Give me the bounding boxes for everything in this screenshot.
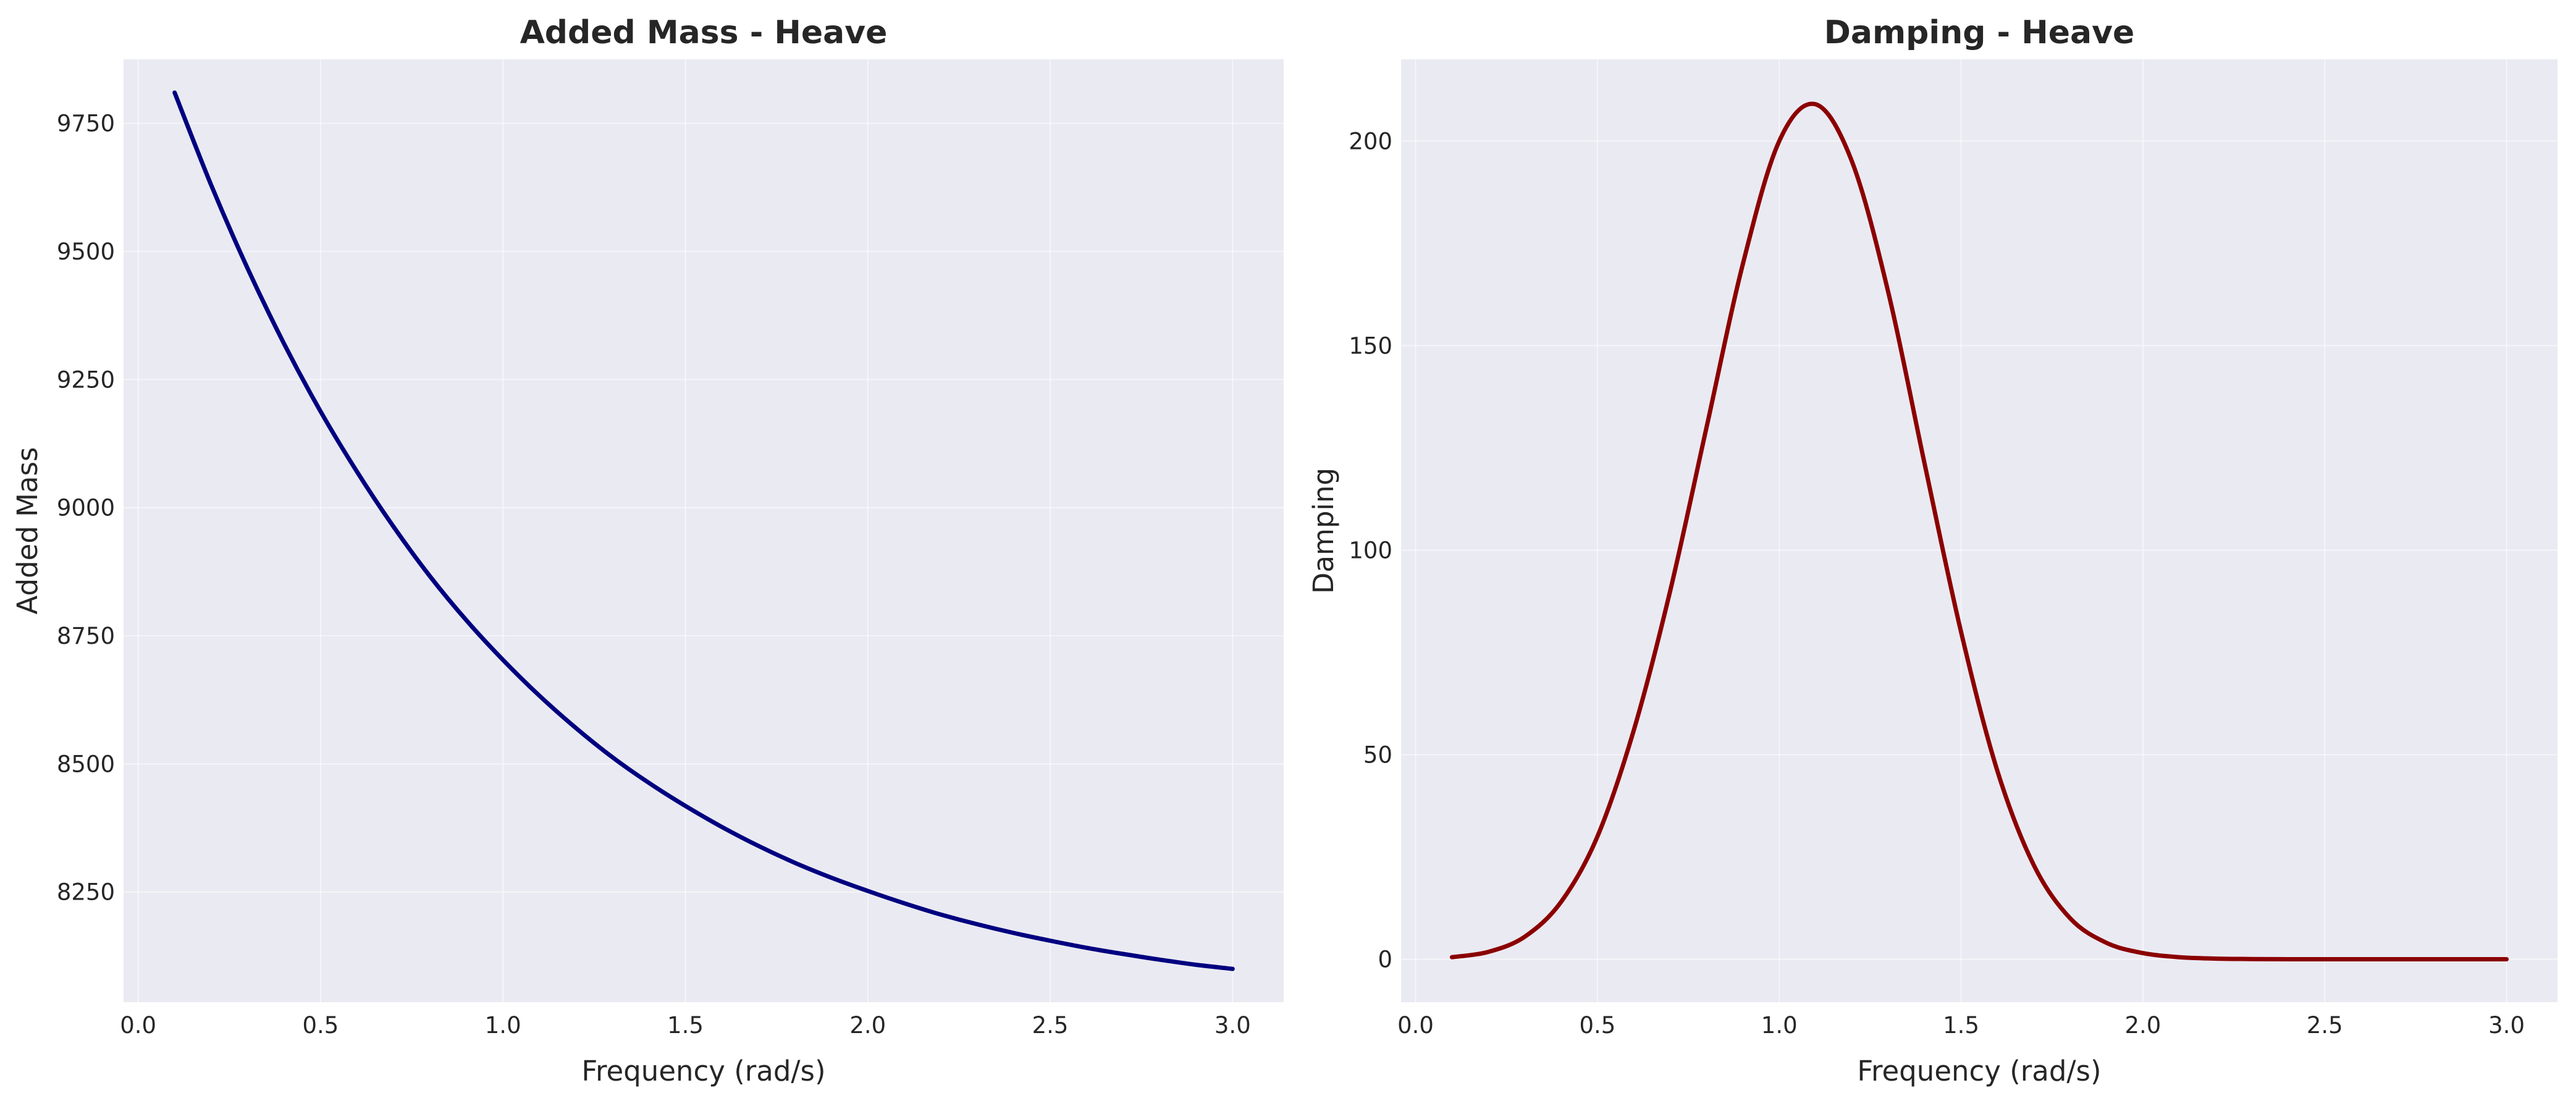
- y-tick-label: 100: [1349, 537, 1392, 563]
- y-tick-label: 9500: [57, 238, 115, 265]
- x-tick-label: 0.0: [1397, 1012, 1434, 1039]
- y-tick-label: 9000: [57, 495, 115, 521]
- x-tick-label: 2.0: [849, 1012, 886, 1039]
- x-tick-label: 1.5: [667, 1012, 704, 1039]
- y-tick-label: 8500: [57, 751, 115, 777]
- series-line: [1449, 101, 2509, 961]
- y-tick-label: 9750: [57, 111, 115, 137]
- y-tick-label: 9250: [57, 366, 115, 393]
- y-tick-label: 200: [1349, 128, 1392, 154]
- y-tick-label: 8250: [57, 879, 115, 906]
- y-axis-label: Damping: [1307, 468, 1340, 594]
- y-tick-label: 0: [1378, 946, 1392, 973]
- x-tick-label: 1.5: [1943, 1012, 1979, 1039]
- x-tick-label: 2.5: [1032, 1012, 1069, 1039]
- y-tick-label: 50: [1363, 741, 1392, 768]
- x-tick-label: 3.0: [1214, 1012, 1251, 1039]
- y-tick-label: 8750: [57, 623, 115, 649]
- plot-area: [124, 59, 1284, 1002]
- y-axis-label: Added Mass: [11, 447, 44, 615]
- x-tick-label: 2.0: [2124, 1012, 2161, 1039]
- x-tick-label: 1.0: [1761, 1012, 1798, 1039]
- x-tick-label: 3.0: [2488, 1012, 2525, 1039]
- chart-title: Added Mass - Heave: [520, 14, 888, 51]
- chart-title: Damping - Heave: [1824, 14, 2135, 51]
- x-tick-label: 0.0: [120, 1012, 156, 1039]
- x-tick-label: 2.5: [2307, 1012, 2343, 1039]
- series-line: [172, 90, 1235, 971]
- added-mass-chart: 0.0 0.5 1.0 1.5 2.0 2.5 3.0 8250 8500 8750 9000 925…: [11, 14, 1284, 1087]
- x-tick-label: 0.5: [302, 1012, 339, 1039]
- x-axis-label: Frequency (rad/s): [581, 1055, 825, 1087]
- x-tick-label: 0.5: [1579, 1012, 1615, 1039]
- plot-area: [1401, 59, 2557, 1002]
- damping-chart: 0.0 0.5 1.0 1.5 2.0 2.5 3.0 0 50 100 150 200 Damping…: [1307, 14, 2557, 1087]
- x-axis-label: Frequency (rad/s): [1857, 1055, 2101, 1087]
- y-tick-label: 150: [1349, 332, 1392, 359]
- x-tick-label: 1.0: [485, 1012, 521, 1039]
